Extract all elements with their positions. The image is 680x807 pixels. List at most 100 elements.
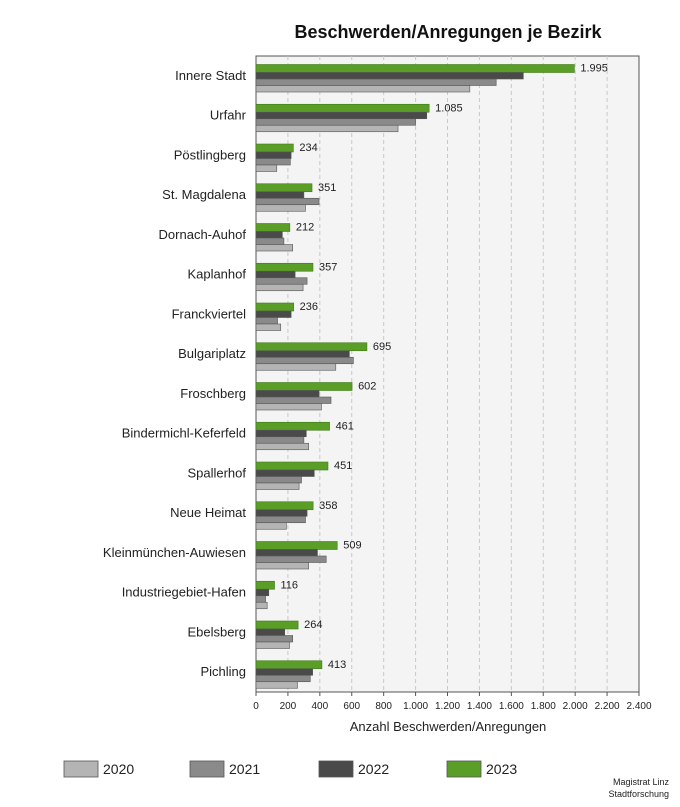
bar-2021 (255, 595, 266, 603)
credit-line-2: Stadtforschung (608, 789, 669, 799)
category-label: Franckviertel (172, 306, 247, 321)
bar-2021 (255, 515, 306, 524)
bar-2023 (255, 143, 294, 153)
category-label: Froschberg (180, 386, 246, 401)
x-tick-label: 2.000 (563, 701, 588, 712)
bar-2021 (255, 436, 305, 444)
bar-2020 (255, 482, 300, 490)
bar-2022 (255, 310, 292, 318)
data-label: 212 (296, 222, 314, 234)
x-tick-label: 1.200 (435, 701, 460, 712)
bar-2020 (255, 323, 282, 331)
category-label: St. Magdalena (162, 187, 247, 202)
bar-2023 (255, 501, 314, 511)
bar-2020 (255, 641, 290, 649)
bar-2020 (255, 403, 322, 411)
category-label: Ebelsberg (187, 624, 246, 639)
legend-swatch-2020 (63, 760, 99, 778)
credit-line-1: Magistrat Linz (613, 777, 670, 787)
bar-2021 (255, 277, 308, 285)
category-label: Spallerhof (187, 465, 246, 480)
x-axis-title: Anzahl Beschwerden/Anregungen (350, 719, 547, 734)
bar-2021 (255, 197, 320, 206)
data-label: 461 (336, 420, 354, 432)
bar-2020 (255, 601, 268, 610)
data-label: 351 (318, 182, 336, 194)
bar-2022 (255, 231, 283, 239)
data-label: 236 (300, 301, 318, 313)
bar-2021 (255, 635, 294, 643)
x-tick-label: 1.400 (467, 701, 492, 712)
category-label: Industriegebiet-Hafen (122, 585, 246, 600)
bar-2021 (255, 237, 285, 245)
legend-label: 2023 (486, 761, 517, 777)
bar-2021 (255, 356, 354, 365)
bar-2023 (255, 580, 275, 590)
bar-2020 (255, 204, 306, 212)
data-label: 358 (319, 500, 337, 512)
bar-2023 (255, 461, 329, 471)
bar-2020 (255, 442, 309, 451)
data-label: 264 (304, 619, 322, 631)
category-label: Kleinmünchen-Auwiesen (103, 545, 246, 560)
category-label: Dornach-Auhof (159, 227, 247, 242)
legend-swatch-2021 (189, 760, 225, 778)
legend: 2020 2021 2022 2023 (63, 760, 517, 778)
bar-2021 (255, 118, 416, 126)
legend-label: 2022 (358, 761, 389, 777)
bar-2022 (255, 469, 315, 477)
bar-2020 (255, 164, 278, 172)
bar-2023 (255, 262, 314, 272)
x-tick-label: 2.200 (595, 701, 620, 712)
bar-2023 (255, 421, 330, 431)
bar-2023 (255, 302, 294, 312)
bar-2022 (255, 509, 308, 517)
data-label: 116 (281, 579, 299, 591)
x-tick-label: 2.400 (626, 701, 651, 712)
bar-2022 (255, 111, 428, 120)
bar-2022 (255, 350, 350, 358)
x-tick-label: 1.600 (499, 701, 524, 712)
category-label: Urfahr (210, 108, 247, 123)
bar-2022 (255, 429, 307, 438)
bar-2023 (255, 382, 353, 391)
category-label: Kaplanhof (187, 267, 246, 282)
x-tick-label: 800 (375, 701, 392, 712)
data-label: 234 (299, 142, 317, 154)
data-label: 695 (373, 341, 391, 353)
x-tick-label: 600 (343, 701, 360, 712)
bar-2020 (255, 283, 304, 292)
data-label: 357 (319, 261, 337, 273)
x-tick-label: 1.000 (403, 701, 428, 712)
category-label: Pichling (200, 664, 246, 679)
bar-2021 (255, 158, 291, 166)
bar-2023 (255, 541, 338, 550)
data-label: 1.085 (435, 102, 463, 114)
data-label: 413 (328, 659, 346, 671)
bar-2022 (255, 668, 313, 676)
bar-2022 (255, 588, 270, 597)
category-label: Bulgariplatz (178, 346, 246, 361)
bar-2022 (255, 628, 286, 636)
x-tick-label: 1.800 (531, 701, 556, 712)
legend-swatch-2022 (318, 760, 354, 778)
bar-2021 (255, 476, 302, 484)
legend-swatch-2023 (446, 760, 482, 778)
bar-2022 (255, 390, 320, 398)
legend-label: 2020 (103, 761, 134, 777)
bar-2020 (255, 124, 399, 133)
bar-2022 (255, 72, 524, 80)
category-labels: Innere Stadt Urfahr Pöstlingberg St. Magdal… (103, 68, 247, 679)
bar-2022 (255, 151, 292, 159)
bar-2021 (255, 78, 497, 86)
legend-label: 2021 (229, 761, 260, 777)
bar-2020 (255, 562, 309, 570)
bar-2021 (255, 317, 278, 325)
chart-title: Beschwerden/Anregungen je Bezirk (294, 22, 602, 42)
category-label: Innere Stadt (175, 68, 246, 83)
bar-2020 (255, 363, 337, 371)
bar-2021 (255, 674, 311, 683)
bar-2023 (255, 64, 575, 73)
bar-2023 (255, 183, 313, 193)
